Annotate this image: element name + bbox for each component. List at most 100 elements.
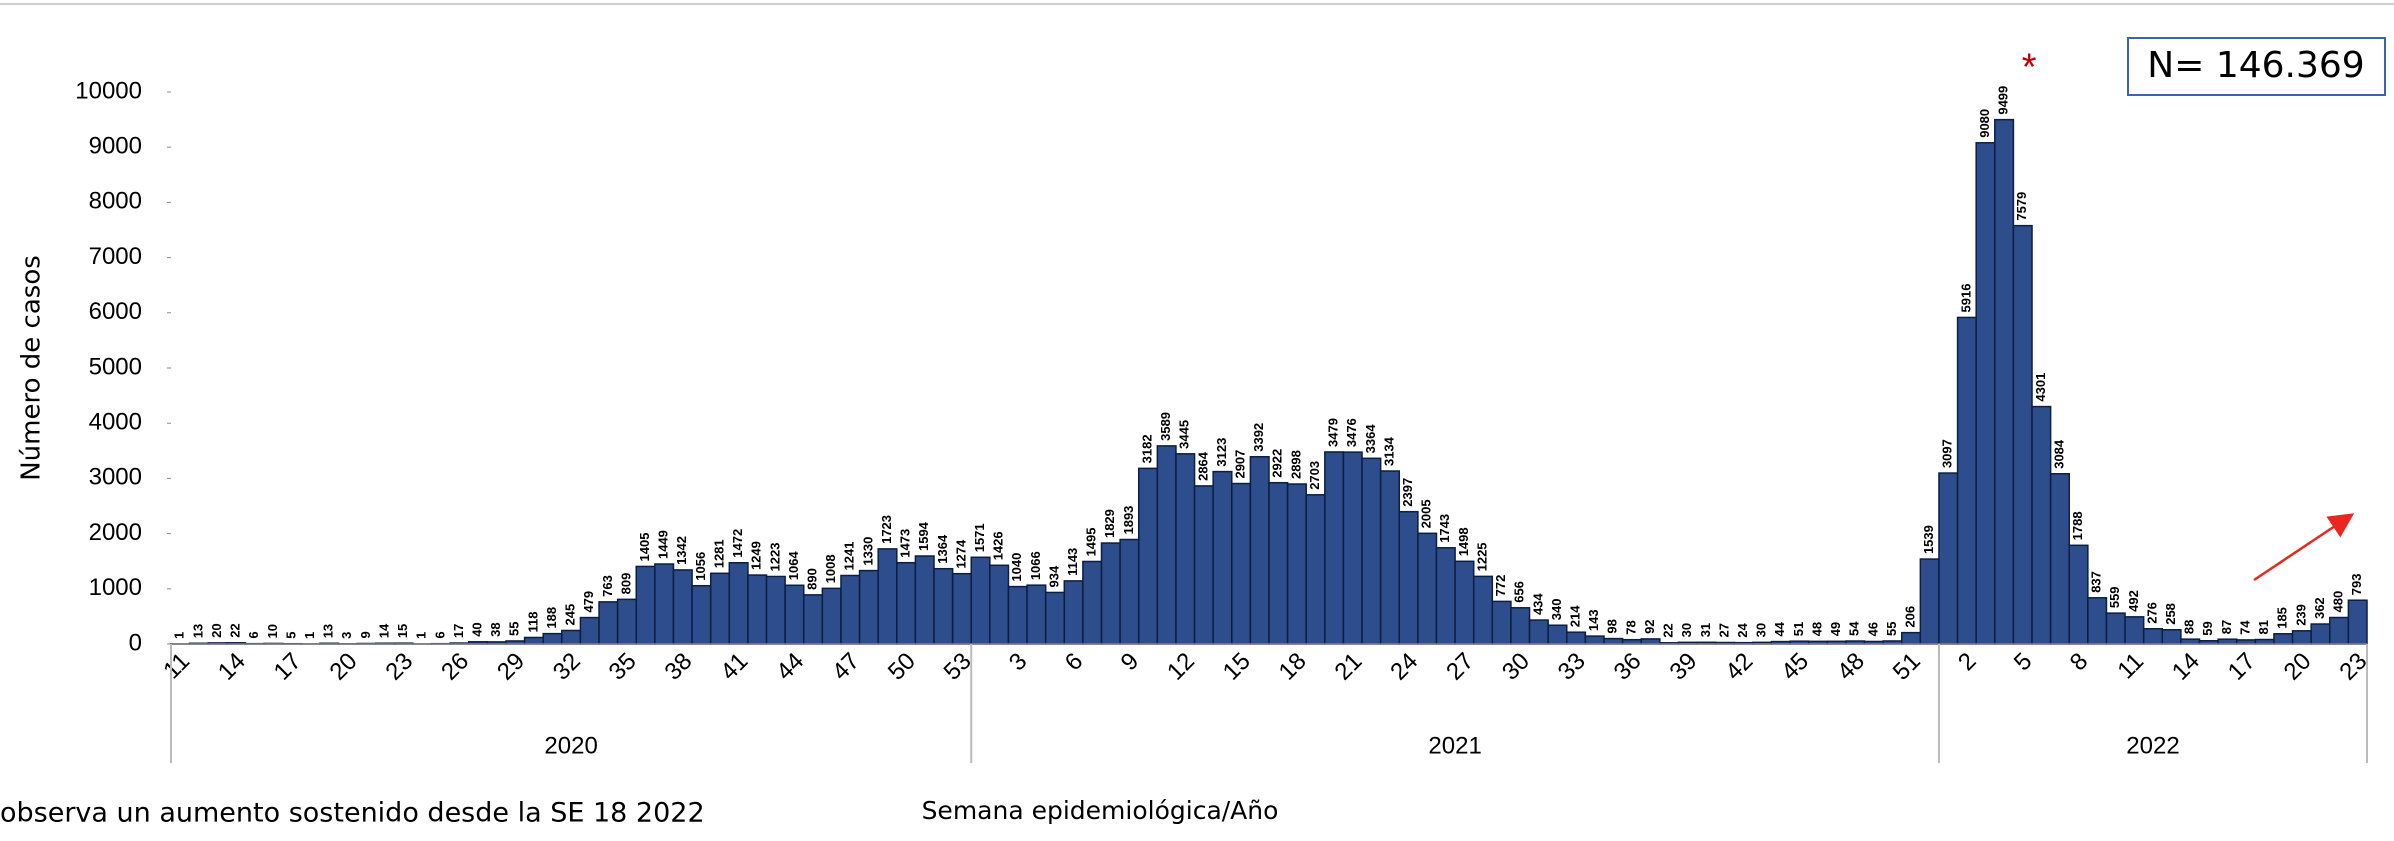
- value-label: 1405: [637, 533, 652, 562]
- bar: [2162, 630, 2181, 644]
- bar: [1958, 317, 1977, 644]
- x-tick-label: 41: [715, 648, 753, 686]
- y-tick-label: 6000: [89, 298, 142, 325]
- value-label: 3123: [1214, 438, 1229, 467]
- x-tick-label: 15: [1218, 648, 1256, 686]
- x-tick-label: 32: [548, 648, 586, 686]
- bar: [1381, 471, 1400, 644]
- bar: [1102, 543, 1121, 644]
- value-label: 22: [228, 623, 243, 637]
- value-label: 3445: [1177, 420, 1192, 449]
- value-label: 2005: [1419, 499, 1434, 528]
- bar: [580, 618, 599, 644]
- value-label: 3097: [1940, 439, 1955, 468]
- bar: [748, 575, 767, 644]
- bar: [1492, 601, 1511, 644]
- bar: [1399, 512, 1418, 644]
- bar: [1120, 540, 1139, 644]
- bar: [1511, 608, 1530, 644]
- bar: [841, 575, 860, 644]
- x-tick-label: 26: [436, 648, 474, 686]
- value-label: 2907: [1233, 450, 1248, 479]
- value-label: 13: [190, 624, 205, 638]
- x-tick-label: 11: [158, 648, 195, 685]
- bar: [1995, 120, 2014, 644]
- value-label: 340: [1549, 599, 1564, 621]
- y-tick-label: 0: [129, 629, 142, 656]
- value-label: 1539: [1921, 525, 1936, 554]
- x-tick-label: 39: [1664, 648, 1702, 686]
- bar: [767, 576, 786, 644]
- x-tick-label: 44: [771, 648, 809, 686]
- bar: [673, 570, 692, 644]
- bar: [1939, 473, 1958, 644]
- bar: [1250, 457, 1269, 644]
- value-label: 44: [1772, 621, 1787, 636]
- y-tick-label: 3000: [89, 464, 142, 491]
- x-tick-label: 11: [2112, 648, 2149, 685]
- x-tick-label: 17: [2223, 648, 2261, 686]
- bar: [897, 563, 916, 644]
- bar: [1362, 458, 1381, 644]
- bar: [599, 602, 618, 644]
- bar: [2088, 598, 2107, 644]
- value-label: 934: [1046, 565, 1061, 587]
- y-axis-label: Número de casos: [17, 255, 47, 481]
- bar: [1213, 472, 1232, 644]
- bar: [878, 549, 897, 644]
- value-label: 40: [470, 622, 485, 636]
- bar: [1567, 632, 1586, 644]
- value-label: 1788: [2070, 511, 2085, 540]
- value-label: 30: [1679, 623, 1694, 637]
- value-label: 1743: [1437, 514, 1452, 543]
- bar: [1920, 559, 1939, 644]
- value-label: 1066: [1028, 551, 1043, 580]
- value-label: 24: [1735, 622, 1750, 637]
- value-label: 13: [321, 624, 336, 638]
- value-label: 54: [1847, 621, 1862, 636]
- value-label: 1: [302, 632, 317, 639]
- value-label: 1364: [935, 534, 950, 564]
- x-tick-label: 20: [325, 648, 363, 686]
- value-label: 1: [172, 632, 187, 639]
- value-label: 1594: [916, 521, 931, 551]
- bar: [1902, 633, 1921, 644]
- bar: [822, 588, 841, 644]
- x-tick-label: 45: [1776, 648, 1814, 686]
- value-label: 809: [618, 573, 633, 595]
- value-label: 78: [1623, 620, 1638, 634]
- bar: [1288, 484, 1307, 644]
- value-label: 9080: [1977, 109, 1992, 138]
- value-label: 772: [1493, 575, 1508, 597]
- value-label: 1571: [972, 523, 987, 552]
- value-label: 188: [544, 607, 559, 629]
- bar: [2274, 634, 2293, 644]
- value-label: 1498: [1456, 527, 1471, 556]
- bar: [711, 573, 730, 644]
- value-label: 1449: [656, 530, 671, 559]
- value-label: 6: [432, 631, 447, 638]
- bar: [1585, 636, 1604, 644]
- value-label: 7579: [2014, 192, 2029, 221]
- value-label: 763: [600, 575, 615, 597]
- bar: [636, 566, 655, 644]
- value-label: 1723: [879, 515, 894, 544]
- y-tick-label: 5000: [89, 353, 142, 380]
- value-label: 2703: [1307, 461, 1322, 490]
- trend-arrow: [2254, 516, 2350, 580]
- value-label: 1495: [1084, 528, 1099, 557]
- x-tick-label: 47: [827, 648, 865, 686]
- value-label: 206: [1902, 606, 1917, 628]
- value-label: 46: [1865, 622, 1880, 636]
- x-tick-label: 8: [2065, 648, 2094, 677]
- bar: [1157, 446, 1176, 644]
- value-label: 59: [2200, 621, 2215, 635]
- value-label: 480: [2331, 591, 2346, 613]
- value-label: 2898: [1288, 450, 1303, 479]
- value-label: 1829: [1102, 509, 1117, 538]
- bar: [2330, 618, 2349, 644]
- group-label: 2020: [544, 732, 597, 759]
- x-tick-label: 9: [1116, 648, 1145, 677]
- bar: [2032, 407, 2051, 644]
- bar: [1008, 587, 1027, 644]
